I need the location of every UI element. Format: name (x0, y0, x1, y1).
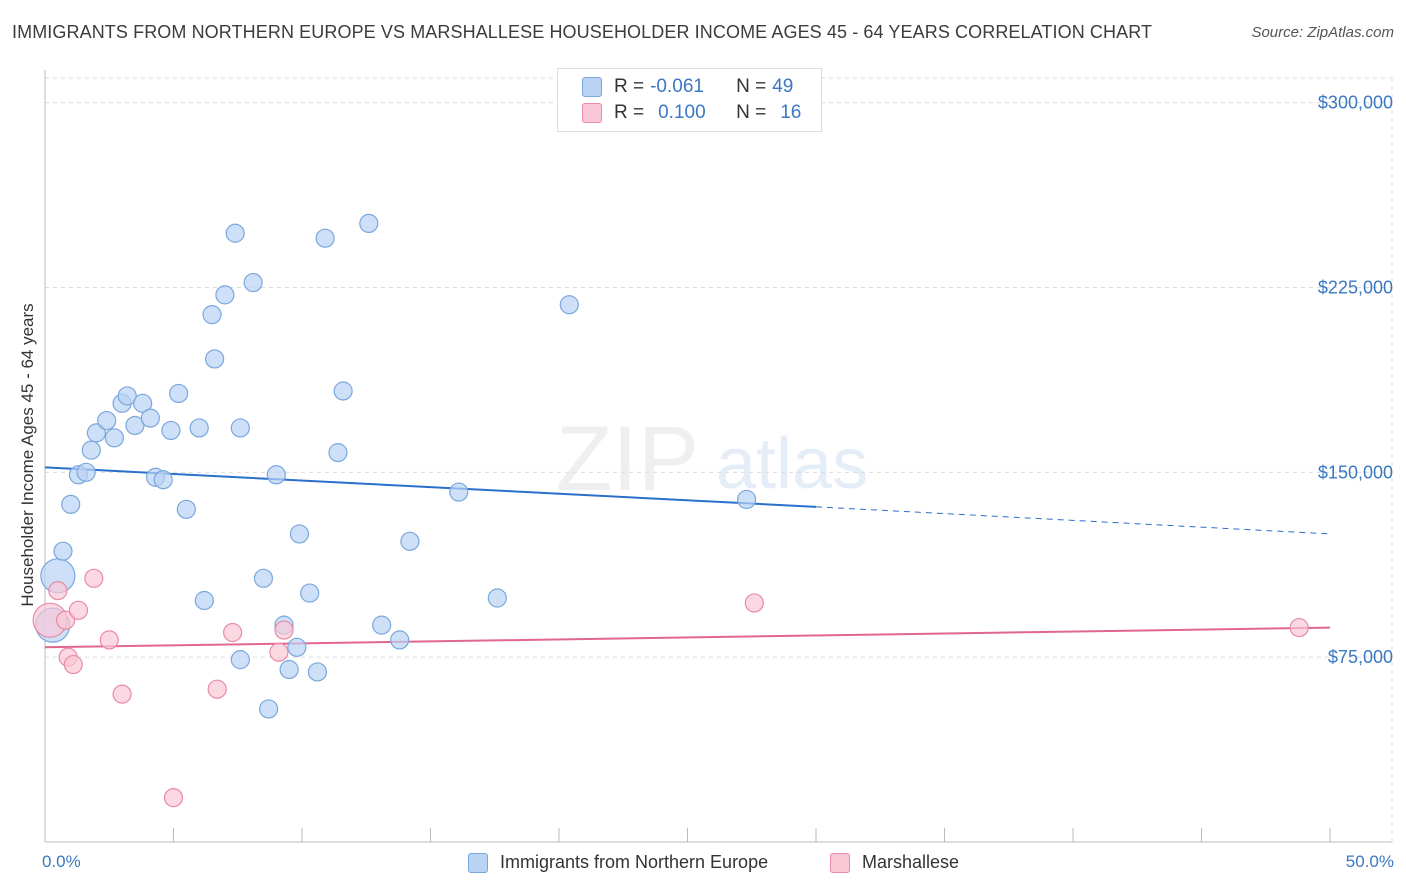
y-tick-label: $300,000 (1318, 93, 1393, 113)
chart-title: IMMIGRANTS FROM NORTHERN EUROPE VS MARSH… (12, 22, 1153, 42)
point-northern-europe (189, 418, 209, 438)
point-marshallese (269, 642, 289, 662)
point-northern-europe (737, 489, 757, 510)
legend-r-value: 0.100 (658, 102, 706, 123)
point-northern-europe (289, 524, 310, 544)
legend-r-label: R = (614, 102, 645, 123)
point-northern-europe (176, 499, 196, 519)
point-northern-europe (230, 650, 250, 670)
point-northern-europe (86, 423, 107, 443)
point-northern-europe (153, 470, 173, 490)
point-marshallese (99, 630, 119, 650)
legend-n-label: N = (736, 102, 767, 123)
point-marshallese (744, 593, 764, 613)
point-northern-europe (194, 590, 214, 611)
point-marshallese (1289, 617, 1309, 638)
series-legend-label: Immigrants from Northern Europe (500, 852, 769, 872)
point-northern-europe (225, 223, 245, 243)
series-swatch-blue (468, 852, 488, 873)
point-northern-europe (359, 213, 379, 234)
point-northern-europe (215, 285, 235, 305)
point-marshallese (163, 788, 184, 808)
point-northern-europe (559, 295, 579, 315)
point-marshallese (274, 620, 294, 640)
point-northern-europe (61, 494, 81, 514)
point-northern-europe (258, 699, 279, 719)
point-northern-europe (279, 659, 299, 680)
data-points (32, 213, 1309, 808)
watermark-zip: ZIP (556, 408, 699, 510)
x-tick-label-max: 50.0% (1345, 852, 1394, 871)
point-northern-europe (390, 630, 410, 650)
point-marshallese (55, 610, 76, 630)
point-northern-europe (287, 637, 307, 657)
trend-line-northern-europe-extension (815, 506, 1331, 535)
y-tick-label: $225,000 (1318, 277, 1393, 297)
y-tick-label: $75,000 (1328, 647, 1393, 667)
point-northern-europe (140, 408, 160, 428)
trend-lines (44, 466, 1331, 649)
trend-line-northern-europe (44, 466, 817, 508)
point-northern-europe (333, 381, 353, 401)
legend-swatch-blue (582, 77, 602, 97)
x-tick-label-min: 0.0% (42, 852, 81, 871)
y-tick-label: $150,000 (1318, 462, 1393, 482)
point-marshallese (223, 622, 243, 643)
point-northern-europe (243, 272, 263, 293)
axes (44, 70, 1392, 843)
point-marshallese (84, 568, 104, 588)
point-northern-europe (133, 393, 153, 413)
point-northern-europe (205, 349, 225, 369)
point-marshallese (207, 679, 227, 699)
point-marshallese (68, 600, 89, 620)
correlation-legend: R = -0.061 N = 49 R = 0.100 N = 16 (557, 68, 822, 132)
point-northern-europe (449, 482, 469, 502)
series-legend-marshallese: Marshallese (830, 852, 959, 873)
point-northern-europe (328, 443, 348, 463)
legend-n-value: 49 (772, 76, 794, 97)
legend-row-northern-europe: R = -0.061 N = 49 (582, 75, 793, 99)
trend-line-marshallese (44, 626, 1331, 649)
series-legend-northern-europe: Immigrants from Northern Europe (468, 852, 768, 873)
point-northern-europe (266, 465, 286, 485)
point-northern-europe (97, 410, 117, 431)
point-northern-europe (53, 541, 73, 561)
point-northern-europe (202, 304, 222, 325)
point-northern-europe (307, 662, 328, 682)
legend-n-value: 16 (780, 102, 802, 123)
point-northern-europe (104, 428, 124, 448)
point-northern-europe (315, 228, 335, 248)
point-northern-europe (169, 383, 189, 404)
series-swatch-pink (830, 852, 850, 873)
point-marshallese (48, 581, 68, 601)
y-tick-labels: $75,000 $150,000 $225,000 $300,000 (1318, 93, 1393, 668)
point-northern-europe (300, 583, 320, 603)
point-northern-europe (487, 588, 507, 608)
legend-n-label: N = (736, 76, 767, 97)
series-legend: Immigrants from Northern Europe Marshall… (0, 852, 1406, 876)
point-northern-europe (125, 415, 145, 436)
point-northern-europe (76, 462, 96, 482)
point-northern-europe (253, 568, 274, 588)
watermark: ZIP atlas (556, 408, 868, 510)
source-label: Source: ZipAtlas.com (1251, 24, 1394, 41)
legend-swatch-pink (582, 103, 602, 123)
legend-r-label: R = (614, 76, 645, 97)
point-northern-europe (230, 418, 250, 438)
point-northern-europe (117, 386, 137, 406)
point-northern-europe (400, 531, 420, 551)
point-marshallese (63, 654, 83, 675)
point-marshallese (112, 684, 132, 704)
point-northern-europe (81, 440, 101, 460)
point-northern-europe (161, 420, 181, 441)
series-legend-label: Marshallese (862, 852, 960, 872)
point-northern-europe (372, 615, 392, 635)
legend-row-marshallese: R = 0.100 N = 16 (582, 101, 801, 125)
legend-r-value: -0.061 (650, 76, 704, 97)
watermark-atlas: atlas (716, 424, 868, 504)
